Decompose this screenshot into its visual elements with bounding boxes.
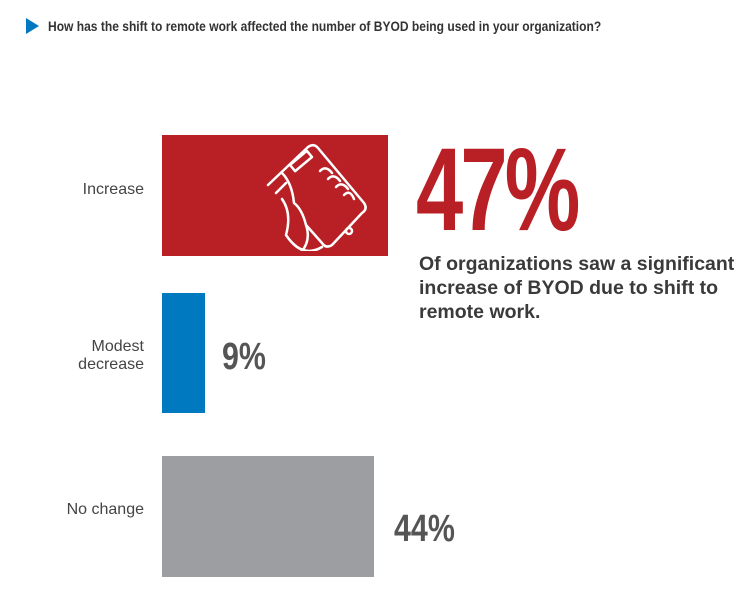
data-label-no-change: 44% (394, 508, 455, 550)
category-label-no-change: No change (66, 501, 144, 518)
bar-modest-decrease (162, 293, 206, 413)
bar-increase (162, 135, 388, 256)
callout-text: Of organizations saw a significant incre… (419, 253, 735, 323)
category-label-increase: Increase (82, 181, 144, 198)
data-label-modest-decrease: 9% (222, 336, 266, 378)
category-label-modest-decrease: Modest decrease (78, 338, 144, 373)
title-triangle-icon (26, 18, 39, 34)
bar-no-change (162, 456, 374, 577)
chart-title: How has the shift to remote work affecte… (48, 18, 602, 34)
hand-holding-phone-icon (266, 144, 367, 251)
callout-value: 47% (416, 124, 580, 256)
